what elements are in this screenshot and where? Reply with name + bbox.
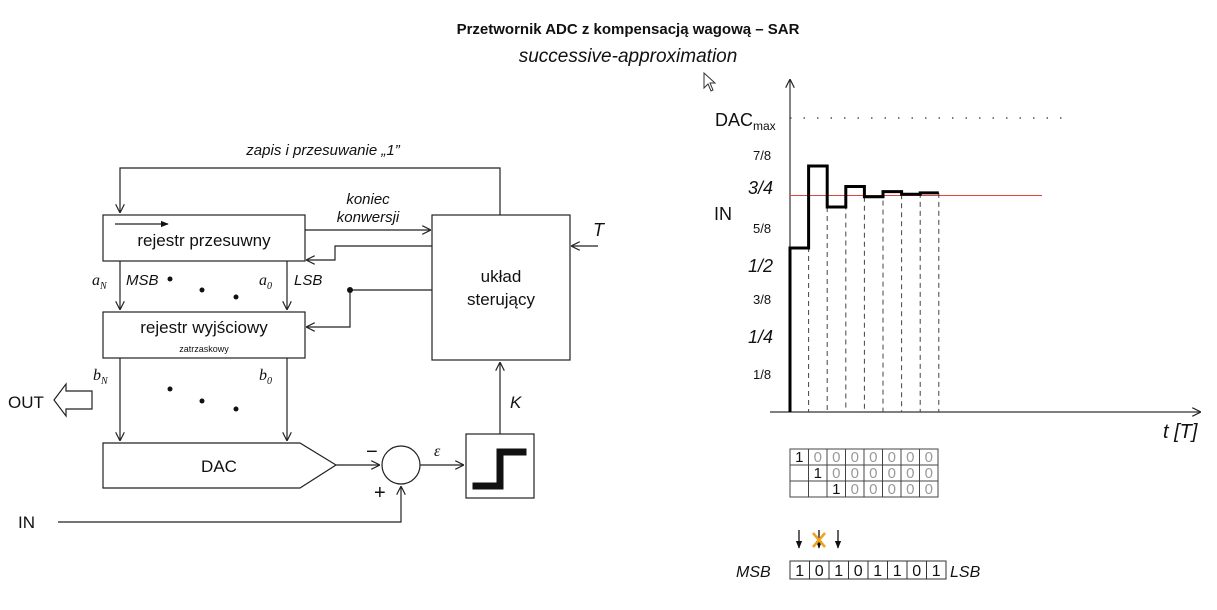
bit-table-cell xyxy=(789,464,809,482)
t-label: T xyxy=(593,220,606,240)
bit-table-value: 1 xyxy=(814,465,822,482)
tick-1-4: 1/4 xyxy=(748,327,773,347)
msb-label: MSB xyxy=(126,272,159,289)
a-n-label: aN xyxy=(92,272,108,292)
comparator-step-icon xyxy=(472,448,527,490)
control-unit-label-2: sterujący xyxy=(467,290,536,309)
bit-table-value: 0 xyxy=(851,481,859,498)
out-label: OUT xyxy=(8,393,44,412)
cursor-icon xyxy=(703,71,717,92)
result-bit-value: 0 xyxy=(854,563,863,580)
result-bit-value: 1 xyxy=(834,563,843,580)
in-line xyxy=(58,487,401,523)
result-bit-value: 0 xyxy=(912,563,921,580)
bit-table-value: 0 xyxy=(906,465,914,482)
x-axis-label: t [T] xyxy=(1163,421,1198,443)
bit-decision-arrows xyxy=(795,530,842,549)
in-input-label: IN xyxy=(18,513,35,532)
dac-box xyxy=(102,442,338,489)
lsb-label: LSB xyxy=(294,272,322,289)
cross-icon-b xyxy=(812,532,826,548)
summing-node xyxy=(381,445,421,485)
bit-table-value: 0 xyxy=(888,465,896,482)
sar-graph: DACmax 7/8 3/4 5/8 1/2 3/8 1/4 1/8 IN t … xyxy=(714,80,1200,443)
b-0-label: b0 xyxy=(259,367,272,387)
control-to-shift-line xyxy=(307,245,432,260)
plus-sign: + xyxy=(374,482,386,504)
bit-table-value: 1 xyxy=(795,449,803,466)
result-bit-value: 1 xyxy=(932,563,941,580)
bit-table-value: 0 xyxy=(851,465,859,482)
result-bit-value: 0 xyxy=(815,563,824,580)
output-register-sublabel: zatrzaskowy xyxy=(179,344,229,354)
tick-1-2: 1/2 xyxy=(748,256,773,276)
bit-table-cell xyxy=(789,480,809,498)
epsilon-label: ε xyxy=(434,443,441,460)
bit-table: 1 0 0 0 0 0 0 01 0 0 0 0 0 01 0 0 0 0 0 xyxy=(789,448,939,498)
bit-table-value: 0 xyxy=(888,449,896,466)
result-bit-value: 1 xyxy=(873,563,882,580)
bit-table-value: 0 xyxy=(869,481,877,498)
tick-3-4: 3/4 xyxy=(748,178,773,198)
bit-table-value: 0 xyxy=(869,465,877,482)
bit-table-value: 0 xyxy=(851,449,859,466)
bit-table-value: 0 xyxy=(814,449,822,466)
subtitle: successive-approximation xyxy=(519,46,738,67)
junction-dot xyxy=(347,287,353,293)
result-msb-label: MSB xyxy=(736,564,771,581)
bit-table-value: 0 xyxy=(832,449,840,466)
bit-table-cell xyxy=(808,480,828,498)
b-n-label: bN xyxy=(93,367,109,387)
result-bit-cell xyxy=(926,560,947,580)
k-label: K xyxy=(510,393,522,412)
tick-5-8: 5/8 xyxy=(753,221,771,236)
bit-table-cell xyxy=(919,480,939,498)
bit-table-value: 0 xyxy=(888,481,896,498)
bit-table-value: 0 xyxy=(869,449,877,466)
bit-table-value: 0 xyxy=(832,465,840,482)
result-bit-value: 1 xyxy=(795,563,804,580)
result-lsb-label: LSB xyxy=(950,564,981,581)
out-arrow xyxy=(53,382,93,418)
result-bit-value: 1 xyxy=(893,563,902,580)
bit-table-value: 0 xyxy=(925,449,933,466)
feedback-label: zapis i przesuwanie „1” xyxy=(245,142,400,159)
bus-dots xyxy=(167,276,239,412)
bit-table-value: 0 xyxy=(925,481,933,498)
tick-3-8: 3/8 xyxy=(753,292,771,307)
end-conversion-label-1: koniec xyxy=(346,191,390,208)
minus-sign: − xyxy=(366,441,378,463)
tick-1-8: 1/8 xyxy=(753,367,771,382)
feedback-line xyxy=(120,167,501,215)
shift-register-label: rejestr przesuwny xyxy=(137,231,271,250)
bit-table-value: 1 xyxy=(832,481,840,498)
in-level-label: IN xyxy=(714,204,732,224)
control-unit-label-1: układ xyxy=(481,267,522,286)
bit-table-value: 0 xyxy=(925,465,933,482)
block-diagram xyxy=(53,167,598,523)
tick-7-8: 7/8 xyxy=(753,148,771,163)
dac-label: DAC xyxy=(201,457,237,476)
dac-max-label: DACmax xyxy=(715,110,776,133)
end-conversion-label-2: konwersji xyxy=(337,209,400,226)
shift-register-box xyxy=(102,214,306,262)
bit-table-value: 0 xyxy=(906,481,914,498)
output-register-label: rejestr wyjściowy xyxy=(140,318,268,337)
control-unit-box xyxy=(431,214,571,361)
control-to-output-line xyxy=(307,289,432,327)
approximation-curve xyxy=(788,164,939,412)
bit-table-value: 0 xyxy=(906,449,914,466)
a-0-label: a0 xyxy=(259,272,272,292)
output-register-box xyxy=(102,311,306,359)
title: Przetwornik ADC z kompensacją wagową – S… xyxy=(457,21,800,38)
